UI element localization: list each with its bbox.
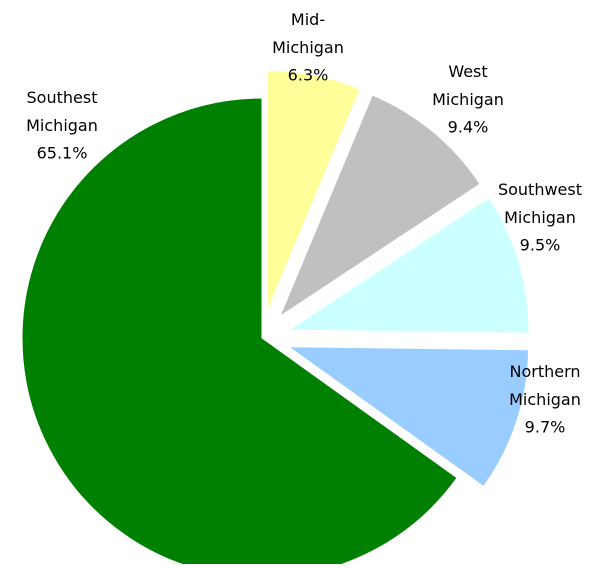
slice-value-label: 9.7%: [525, 418, 566, 437]
pie-slice: [278, 94, 481, 318]
slice-value-label: 6.3%: [288, 66, 329, 85]
slice-value-label: 9.4%: [448, 118, 489, 137]
pie-slice: [287, 197, 530, 334]
slice-value-label: 9.5%: [520, 236, 561, 255]
slice-label: West Michigan: [432, 62, 504, 109]
slice-label: Mid-Michigan: [272, 10, 344, 57]
slice-label: Southest Michigan: [26, 88, 98, 135]
slice-value-label: 65.1%: [37, 144, 88, 163]
slice-label: Northern Michigan: [509, 362, 581, 409]
pie-slice: [287, 346, 530, 488]
slice-label: Southwest Michigan: [498, 180, 582, 227]
pie-slice: [267, 70, 361, 311]
